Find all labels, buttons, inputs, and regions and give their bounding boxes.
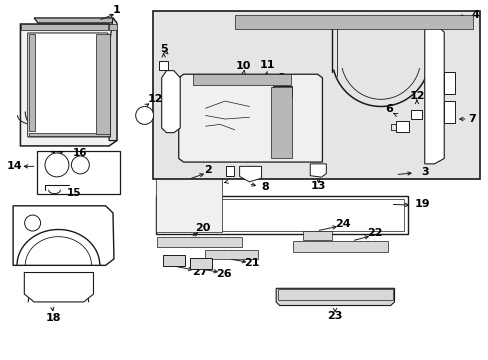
Text: 21: 21 bbox=[244, 258, 260, 268]
Bar bbox=[153, 11, 479, 179]
Text: 2: 2 bbox=[204, 165, 212, 175]
Text: 7: 7 bbox=[468, 114, 475, 124]
Bar bbox=[163, 255, 184, 266]
Text: 17: 17 bbox=[50, 150, 64, 161]
Bar bbox=[157, 237, 242, 247]
Bar bbox=[443, 101, 454, 123]
Circle shape bbox=[71, 156, 89, 174]
Text: 11: 11 bbox=[260, 60, 275, 70]
Polygon shape bbox=[225, 166, 233, 176]
Bar bbox=[156, 179, 221, 232]
Bar bbox=[234, 15, 472, 29]
Text: 26: 26 bbox=[216, 269, 231, 279]
Text: 4: 4 bbox=[470, 10, 478, 20]
Bar bbox=[29, 133, 109, 136]
Polygon shape bbox=[276, 288, 394, 306]
Bar bbox=[204, 250, 258, 259]
Polygon shape bbox=[424, 25, 443, 164]
Text: 24: 24 bbox=[334, 219, 350, 229]
Text: 22: 22 bbox=[366, 228, 382, 238]
Text: 27: 27 bbox=[192, 267, 207, 277]
Bar bbox=[443, 72, 454, 94]
Text: 12: 12 bbox=[148, 94, 163, 104]
Text: 1: 1 bbox=[113, 5, 121, 15]
Polygon shape bbox=[28, 33, 110, 137]
Polygon shape bbox=[24, 273, 93, 302]
Text: 23: 23 bbox=[327, 311, 342, 320]
Polygon shape bbox=[20, 24, 117, 146]
Text: 9: 9 bbox=[277, 73, 285, 83]
Bar bbox=[193, 74, 290, 85]
Bar bbox=[189, 258, 211, 269]
Bar bbox=[293, 241, 387, 252]
Bar bbox=[109, 24, 117, 31]
Circle shape bbox=[24, 215, 41, 231]
Text: 12: 12 bbox=[408, 91, 424, 101]
Polygon shape bbox=[13, 206, 114, 265]
Circle shape bbox=[135, 107, 153, 125]
Bar bbox=[159, 61, 168, 70]
Circle shape bbox=[45, 153, 69, 177]
Text: 25: 25 bbox=[203, 180, 219, 190]
Text: 19: 19 bbox=[414, 199, 430, 210]
Bar bbox=[303, 231, 331, 240]
Bar bbox=[156, 196, 407, 234]
Text: 3: 3 bbox=[420, 167, 427, 177]
Bar bbox=[38, 150, 120, 194]
Text: 6: 6 bbox=[385, 104, 393, 114]
Bar bbox=[395, 121, 408, 132]
Text: 18: 18 bbox=[46, 313, 61, 323]
Polygon shape bbox=[309, 164, 325, 177]
Bar bbox=[410, 110, 421, 119]
Text: 8: 8 bbox=[261, 182, 269, 192]
Bar bbox=[271, 87, 291, 158]
Polygon shape bbox=[179, 74, 322, 162]
Bar bbox=[160, 199, 404, 231]
Bar bbox=[277, 289, 392, 300]
Bar bbox=[272, 86, 292, 97]
Text: 16: 16 bbox=[73, 148, 87, 158]
Bar bbox=[96, 34, 109, 134]
Polygon shape bbox=[109, 18, 117, 140]
Text: 20: 20 bbox=[195, 223, 210, 233]
Text: 13: 13 bbox=[310, 181, 325, 192]
Text: 15: 15 bbox=[66, 188, 81, 198]
Bar bbox=[21, 24, 108, 31]
Text: 14: 14 bbox=[7, 161, 22, 171]
Text: 10: 10 bbox=[235, 61, 250, 71]
Text: 5: 5 bbox=[160, 44, 167, 54]
Polygon shape bbox=[34, 18, 117, 23]
Polygon shape bbox=[239, 166, 261, 182]
Polygon shape bbox=[162, 71, 180, 133]
Bar bbox=[29, 34, 35, 131]
